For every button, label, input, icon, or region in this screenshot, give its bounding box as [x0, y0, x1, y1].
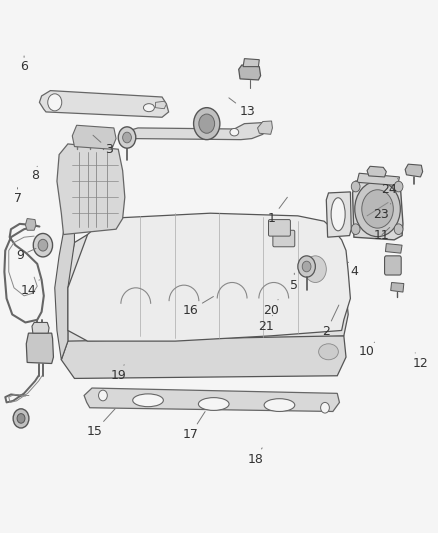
FancyBboxPatch shape	[385, 256, 401, 275]
Polygon shape	[353, 179, 403, 240]
Text: 23: 23	[373, 204, 391, 221]
Circle shape	[38, 239, 48, 251]
Circle shape	[351, 224, 360, 235]
Circle shape	[362, 190, 393, 228]
Text: 4: 4	[348, 262, 359, 278]
Ellipse shape	[318, 344, 338, 360]
Circle shape	[394, 181, 403, 192]
Polygon shape	[26, 333, 53, 364]
Ellipse shape	[133, 394, 163, 407]
Ellipse shape	[264, 399, 295, 411]
Ellipse shape	[230, 128, 239, 136]
Text: 20: 20	[263, 300, 279, 317]
Circle shape	[355, 181, 400, 237]
Text: 1: 1	[268, 197, 287, 225]
Text: 9: 9	[16, 248, 36, 262]
Circle shape	[199, 114, 215, 133]
Polygon shape	[55, 219, 74, 360]
Polygon shape	[243, 59, 259, 67]
Text: 7: 7	[14, 188, 21, 205]
FancyBboxPatch shape	[273, 230, 295, 247]
Text: 12: 12	[413, 353, 428, 370]
Text: 21: 21	[258, 316, 274, 333]
Text: 17: 17	[183, 411, 205, 441]
Text: 5: 5	[290, 273, 298, 292]
Circle shape	[48, 94, 62, 111]
Polygon shape	[357, 173, 399, 185]
FancyBboxPatch shape	[268, 220, 290, 236]
Polygon shape	[125, 123, 267, 140]
Text: 6: 6	[20, 56, 28, 73]
Polygon shape	[68, 235, 348, 341]
Polygon shape	[239, 65, 261, 80]
Polygon shape	[391, 282, 404, 292]
Circle shape	[13, 409, 29, 428]
Polygon shape	[84, 388, 339, 411]
Text: 16: 16	[183, 296, 213, 317]
Circle shape	[298, 256, 315, 277]
Ellipse shape	[198, 398, 229, 410]
Text: 15: 15	[86, 409, 115, 438]
Text: 8: 8	[31, 166, 39, 182]
Text: 24: 24	[381, 179, 398, 196]
Text: 10: 10	[359, 342, 375, 358]
Text: 13: 13	[229, 98, 255, 118]
Circle shape	[33, 233, 53, 257]
Text: 3: 3	[93, 135, 113, 156]
Text: 2: 2	[322, 305, 339, 338]
Text: 14: 14	[21, 280, 39, 297]
Circle shape	[118, 127, 136, 148]
Circle shape	[351, 181, 360, 192]
Polygon shape	[68, 213, 350, 341]
Polygon shape	[25, 219, 36, 230]
Polygon shape	[258, 121, 272, 134]
Circle shape	[321, 402, 329, 413]
Circle shape	[394, 224, 403, 235]
Circle shape	[99, 390, 107, 401]
Circle shape	[194, 108, 220, 140]
Polygon shape	[57, 144, 125, 235]
Circle shape	[302, 261, 311, 272]
Polygon shape	[155, 101, 166, 109]
Text: 18: 18	[248, 448, 264, 466]
Polygon shape	[405, 164, 423, 177]
Text: 19: 19	[110, 365, 126, 382]
Circle shape	[17, 414, 25, 423]
Polygon shape	[72, 125, 116, 149]
Polygon shape	[385, 244, 402, 253]
Circle shape	[123, 132, 131, 143]
Polygon shape	[61, 330, 346, 378]
Ellipse shape	[144, 103, 154, 112]
Polygon shape	[367, 166, 386, 177]
Circle shape	[304, 256, 326, 282]
Text: 11: 11	[373, 228, 390, 242]
Ellipse shape	[331, 198, 345, 231]
Polygon shape	[32, 322, 49, 333]
Polygon shape	[39, 91, 169, 117]
Polygon shape	[326, 192, 351, 237]
